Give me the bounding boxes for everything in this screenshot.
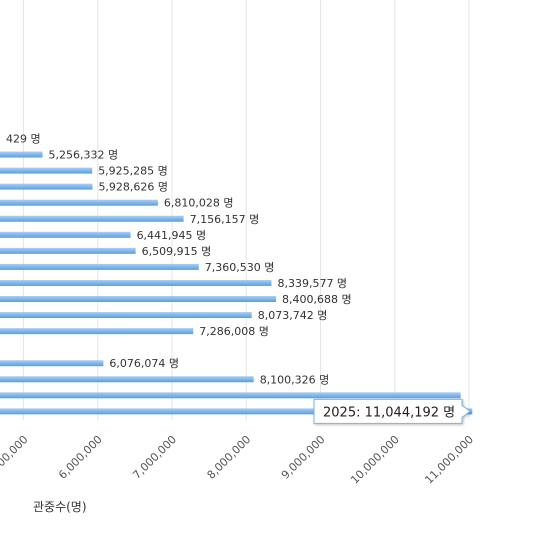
bar-value-label: 6,441,945 명 [137,229,207,242]
bar-value-label: 6,509,915 명 [142,245,212,258]
bar-value-label: 6,076,074 명 [109,357,179,370]
tooltip-box [313,398,471,424]
bar-value-label: 8,073,742 명 [258,309,328,322]
grid-lines [23,0,470,420]
bar[interactable] [0,328,194,335]
bar-value-label: 5,256,332 명 [49,149,119,162]
x-axis-label: 관중수(명) [33,500,87,514]
bar[interactable] [0,167,93,174]
bar-value-label: 5,925,285 명 [98,165,168,178]
bar-value-label: 7,286,008 명 [199,325,269,338]
bar[interactable] [0,360,104,367]
bar[interactable] [0,296,277,302]
bar[interactable] [0,312,252,319]
bar-value-label: 429 명 [6,133,41,146]
value-labels: 429 명 5,256,332 명 5,925,285 명 5,928,626 명 6,… [6,133,352,387]
bar[interactable] [0,376,254,383]
bar[interactable] [0,392,461,399]
bar[interactable] [0,231,131,238]
tooltip: 2025: 11,044,192 명 [313,398,471,424]
bar[interactable] [0,199,158,206]
bar[interactable] [0,151,43,158]
tooltip-text: 2025: 11,044,192 명 [323,405,455,420]
bar[interactable] [0,215,184,222]
bars [0,151,473,415]
x-tick-label: 6,000,000 [56,433,105,482]
bar-value-label: 8,400,688 명 [282,293,352,306]
bar[interactable] [0,263,199,270]
bar[interactable] [0,183,93,190]
bar-value-label: 8,339,577 명 [277,277,347,290]
bar-value-label: 7,156,157 명 [190,213,260,226]
x-tick-label: 10,000,000 [348,433,402,487]
bar-value-label: 6,810,028 명 [164,197,234,210]
x-tick-label: 7,000,000 [130,433,179,482]
bar-value-label: 5,928,626 명 [98,181,168,194]
x-tick-label: 8,000,000 [205,433,254,482]
bar[interactable] [0,408,473,415]
bar-value-label: 8,100,326 명 [260,373,330,386]
bar[interactable] [0,279,272,286]
bar[interactable] [0,247,136,254]
x-tick-label: 9,000,000 [279,433,328,482]
x-tick-label: 5,000,000 [0,433,31,482]
x-axis-ticks: 5,000,000 6,000,000 7,000,000 8,000,000 9,00… [0,433,476,487]
bar-value-label: 7,360,530 명 [205,261,275,274]
x-tick-label: 11,000,000 [422,433,476,487]
